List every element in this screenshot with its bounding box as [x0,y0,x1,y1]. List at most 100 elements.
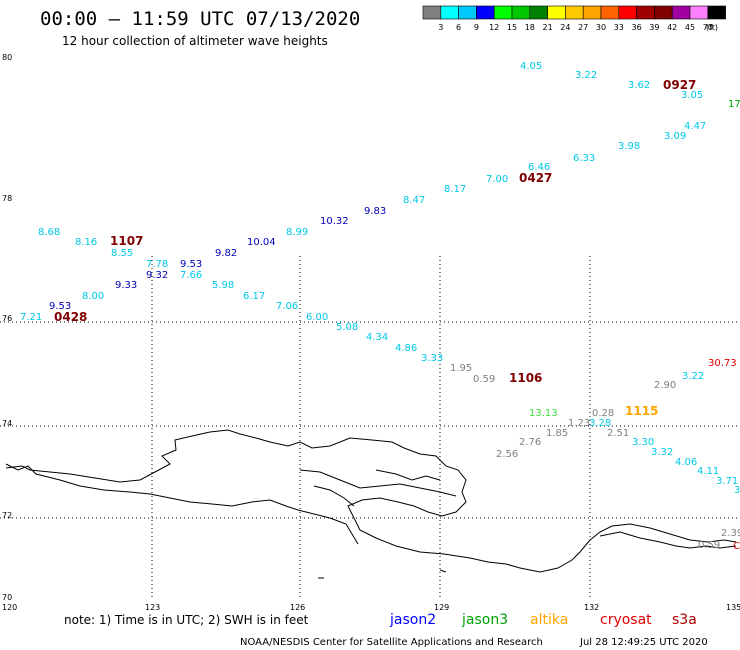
wave-height-value: 8.99 [286,227,308,238]
wave-height-value: 3.32 [651,447,673,458]
sat-jason3: jason3 [461,612,508,628]
lat-label-80: 80 [2,53,12,62]
legend-note: note: 1) Time is in UTC; 2) SWH is in fe… [64,613,309,627]
lon-label-129: 129 [434,603,449,612]
wave-height-value: 4.05 [520,61,542,72]
wave-height-value: 3.22 [575,70,597,81]
color-scale-swatch [493,5,513,20]
color-scale-unit: (ft) [706,23,718,32]
color-scale-swatch [440,5,459,20]
color-scale-tick: 3 [438,23,443,32]
lat-label-78: 78 [2,194,12,203]
pass-time-label: 0427 [519,171,552,185]
wave-height-value: 4.11 [697,466,719,477]
wave-height-value: 7.78 [146,259,168,270]
footer-credit: NOAA/NESDIS Center for Satellite Applica… [240,637,543,648]
wave-height-value: 10.32 [320,216,349,227]
wave-height-value: 3 [734,485,740,496]
color-scale-tick: 33 [614,23,624,32]
wave-height-value: 7.06 [276,301,298,312]
wave-height-value: 2.56 [496,449,518,460]
wave-height-value: 3.30 [632,437,654,448]
color-scale-swatch [547,5,566,20]
pass-time-label: 0927 [663,78,696,92]
wave-height-value: 1.23 [568,418,590,429]
wave-height-value: 1.95 [450,363,472,374]
lat-lon-grid [0,256,740,600]
wave-height-value: 1.85 [546,428,568,439]
wave-height-value: 10.04 [247,237,276,248]
wave-height-value: 6.00 [306,312,328,323]
color-scale-tick: 21 [543,23,553,32]
lon-label-120: 120 [2,603,17,612]
wave-height-value: 7.66 [180,270,202,281]
color-scale-legend: 3 6 9 12 15 18 21 24 27 30 33 36 39 42 45 70 [422,5,726,32]
lon-label-126: 126 [290,603,305,612]
color-scale-swatch [582,5,602,20]
lon-label-135: 135 [726,603,740,612]
pass-time-label: 0428 [54,310,87,324]
color-scale-swatch [565,5,584,20]
map-title: 00:00 — 11:59 UTC 07/13/2020 [40,8,360,30]
sat-jason2: jason2 [389,612,436,628]
wave-height-value: 8.68 [38,227,60,238]
color-scale-swatch [689,5,709,20]
longitude-labels: 120 123 126 129 132 135 [2,603,740,612]
wave-height-value: 0.28 [592,408,614,419]
wave-height-value: 30.73 [708,358,737,369]
satellite-legend: jason2 jason3 altika cryosat s3a [389,612,697,628]
color-scale-tick: 12 [489,23,499,32]
coastline [5,429,737,579]
pass-time-labels: 0927 0427 1107 0428 1106 1115 [54,78,696,418]
wave-height-value: 4.06 [675,457,697,468]
pass-time-label: 1106 [509,371,542,385]
wave-height-value: 8.00 [82,291,104,302]
wave-height-value: 3.98 [618,141,640,152]
lat-label-72: 72 [2,511,12,520]
latitude-labels: 80 78 76 74 72 70 [2,53,12,602]
wave-height-value: 3.71 [716,476,738,487]
wave-height-value: 9.82 [215,248,237,259]
footer-timestamp: Jul 28 12:49:25 UTC 2020 [579,637,708,648]
wave-height-value: 0.59 [473,374,495,385]
wave-height-value: 9.53 [180,259,202,270]
color-scale-tick: 24 [560,23,570,32]
wave-height-value: 9.32 [146,270,168,281]
wave-height-value: 8.16 [75,237,97,248]
color-scale-tick: 6 [456,23,461,32]
wave-height-value: 17 [728,99,740,110]
pass-time-label: 1107 [110,234,143,248]
wave-height-value: 2.39 [721,528,740,539]
wave-height-value: 0.59 [698,540,720,551]
color-scale-tick: 39 [649,23,659,32]
color-scale-tick: 15 [507,23,517,32]
map-subtitle: 12 hour collection of altimeter wave hei… [62,34,328,48]
color-scale-swatch [422,5,442,20]
wave-height-value: 4.34 [366,332,388,343]
color-scale-tick: 45 [685,23,695,32]
wave-height-value: 8.47 [403,195,425,206]
color-scale-swatch [600,5,620,20]
wave-height-value: 9.53 [49,301,71,312]
wave-height-value: 5.08 [336,322,358,333]
wave-height-value: 3.09 [664,131,686,142]
wave-height-value: 3.62 [628,80,650,91]
wave-height-value: 8.17 [444,184,466,195]
wave-height-value: 3.22 [682,371,704,382]
wave-height-value: 6.46 [528,162,550,173]
lat-label-70: 70 [2,593,12,602]
color-scale-swatch [458,5,477,20]
color-scale-tick: 42 [667,23,677,32]
lat-label-76: 76 [2,314,12,323]
color-scale-swatch [654,5,673,20]
color-scale-tick: 9 [474,23,479,32]
wave-height-value: 3.33 [421,353,443,364]
color-scale-tick: 36 [632,23,642,32]
color-scale-tick: 27 [578,23,588,32]
color-scale-tick: 30 [596,23,606,32]
wave-height-value: 4.86 [395,343,417,354]
wave-height-value: 6.17 [243,291,265,302]
wave-height-value: C [733,541,740,552]
wave-height-value: 2.76 [519,437,541,448]
